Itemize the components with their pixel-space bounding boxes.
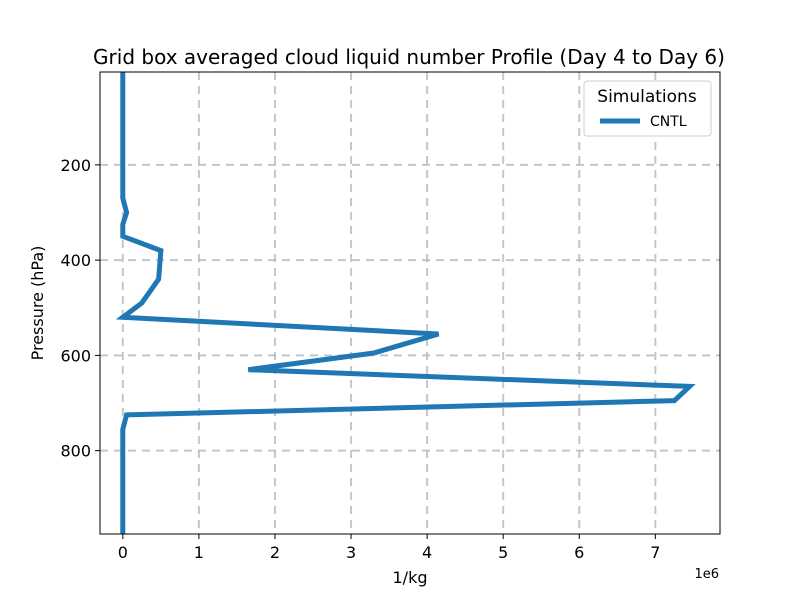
legend: Simulations CNTL bbox=[583, 80, 712, 137]
x-tick-label: 2 bbox=[270, 543, 280, 562]
x-tick-label: 5 bbox=[498, 543, 508, 562]
x-tick-label: 1 bbox=[194, 543, 204, 562]
series-layer bbox=[115, 72, 696, 534]
y-axis-label: Pressure (hPa) bbox=[28, 246, 47, 361]
chart-title: Grid box averaged cloud liquid number Pr… bbox=[93, 45, 725, 69]
x-tick-label: 0 bbox=[118, 543, 128, 562]
plot-frame bbox=[99, 71, 721, 535]
legend-title: Simulations bbox=[597, 87, 697, 107]
y-axis-ticks: 200 400 600 800 bbox=[60, 156, 100, 461]
y-tick-label: 400 bbox=[60, 251, 91, 270]
x-axis-ticks: 0 1 2 3 4 5 6 7 bbox=[118, 534, 660, 562]
legend-label: CNTL bbox=[650, 114, 687, 130]
series-line-cntl bbox=[115, 72, 696, 534]
x-axis-label: 1/kg bbox=[393, 568, 428, 587]
x-tick-label: 7 bbox=[650, 543, 660, 562]
y-tick-label: 600 bbox=[60, 346, 91, 365]
x-tick-label: 4 bbox=[422, 543, 432, 562]
grid bbox=[100, 72, 720, 534]
y-tick-label: 800 bbox=[60, 442, 91, 461]
x-tick-label: 3 bbox=[346, 543, 356, 562]
x-offset-label: 1e6 bbox=[694, 567, 719, 582]
x-tick-label: 6 bbox=[574, 543, 584, 562]
y-tick-label: 200 bbox=[60, 156, 91, 175]
